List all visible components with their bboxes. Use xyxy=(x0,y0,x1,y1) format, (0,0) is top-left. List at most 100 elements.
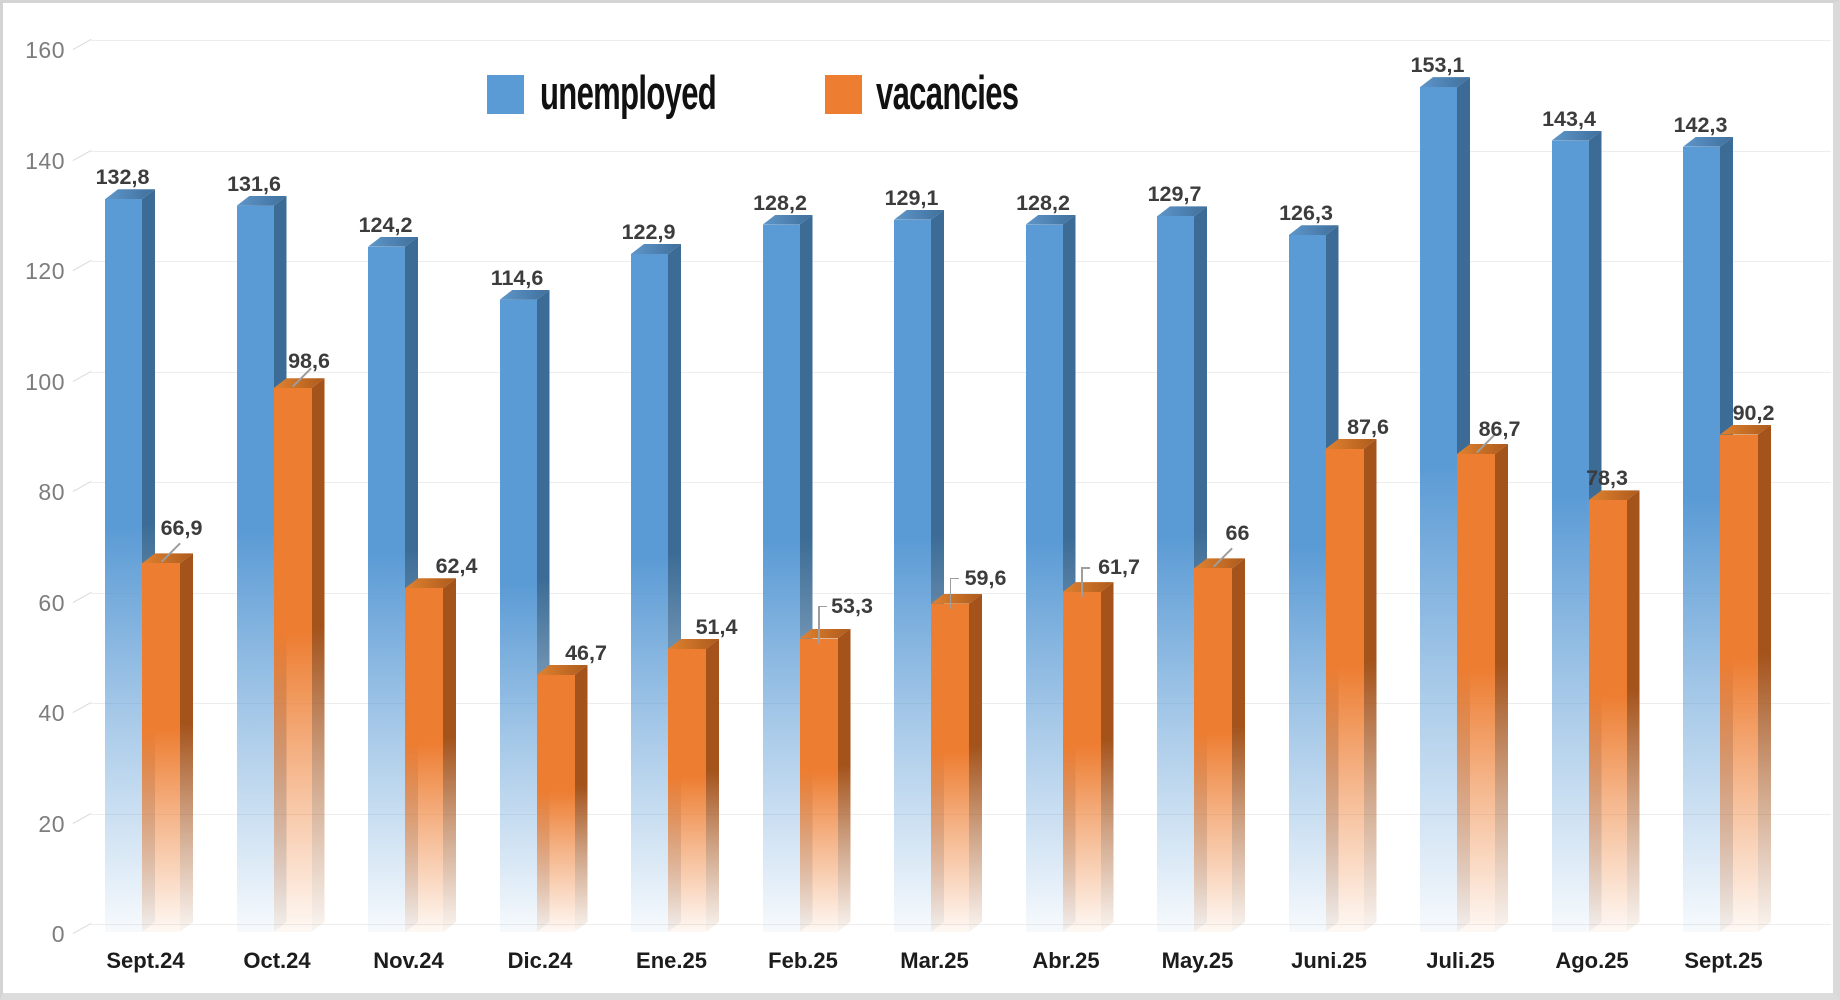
value-label-vacancies: 86,7 xyxy=(1478,416,1521,441)
unemployed-bar-front xyxy=(1420,87,1457,932)
value-label-unemployed: 153,1 xyxy=(1410,53,1465,78)
x-axis-label: Dic.24 xyxy=(507,948,573,973)
value-label-vacancies: 62,4 xyxy=(435,554,478,579)
unemployed-bar-front xyxy=(499,299,537,932)
value-label-unemployed: 128,2 xyxy=(753,190,807,215)
vacancies-bar-front xyxy=(1457,453,1495,932)
leader-line xyxy=(818,605,820,644)
unemployed-bar-front xyxy=(1025,224,1063,932)
unemployed-bar-front xyxy=(236,205,274,932)
y-axis-label: 40 xyxy=(38,700,65,726)
y-axis-label: 100 xyxy=(25,368,65,395)
vacancies-bar-front xyxy=(405,588,443,932)
vacancies-bar xyxy=(273,378,325,932)
vacancies-bar-front xyxy=(1194,568,1232,932)
vacancies-bar-front xyxy=(1588,500,1627,932)
y-axis-label: 20 xyxy=(38,810,65,837)
y-axis-label: 160 xyxy=(25,37,65,63)
leader-line xyxy=(949,577,959,580)
leader-line xyxy=(949,577,951,609)
vacancies-bar-top xyxy=(1194,558,1245,568)
vacancies-bar-top xyxy=(142,553,193,563)
gridline-depth-tick xyxy=(72,149,92,161)
unemployed-bar-top xyxy=(631,244,681,254)
value-label-unemployed: 124,2 xyxy=(358,212,413,237)
vacancies-bar-top xyxy=(274,378,325,388)
vacancies-bar-top xyxy=(1720,425,1771,435)
unemployed-bar-top xyxy=(368,237,418,247)
value-label-unemployed: 142,3 xyxy=(1673,112,1728,137)
gridline xyxy=(91,261,1831,263)
gridline xyxy=(91,150,1831,152)
vacancies-bar-side xyxy=(443,578,456,932)
unemployed-bar-front xyxy=(1551,140,1589,932)
value-label-unemployed: 131,6 xyxy=(227,171,281,196)
x-axis-label: Juni.25 xyxy=(1291,948,1367,973)
y-axis-label: 60 xyxy=(38,589,65,616)
vacancies-bar-front xyxy=(536,674,575,932)
vacancies-bar-side xyxy=(1495,444,1508,932)
value-label-vacancies: 59,6 xyxy=(964,565,1007,590)
gridline-depth-tick xyxy=(72,591,92,603)
vacancies-bar xyxy=(536,665,588,932)
value-label-vacancies: 66,9 xyxy=(160,516,203,541)
x-axis-label: Feb.25 xyxy=(768,948,838,973)
value-label-vacancies: 46,7 xyxy=(565,640,607,665)
value-label-unemployed: 132,8 xyxy=(95,165,150,190)
unemployed-bar xyxy=(631,244,681,932)
value-label-unemployed: 128,2 xyxy=(1016,190,1070,215)
value-label-vacancies: 61,7 xyxy=(1098,555,1140,580)
leader-line xyxy=(818,605,827,608)
gridline-depth-tick xyxy=(72,701,92,714)
vacancies-bar-front xyxy=(931,603,969,932)
unemployed-bar xyxy=(105,189,155,932)
x-axis-label: Sept.24 xyxy=(106,948,185,973)
value-label-vacancies: 87,6 xyxy=(1347,415,1389,439)
vacancies-bar xyxy=(1062,582,1114,932)
unemployed-bar-top xyxy=(105,189,155,199)
value-label-vacancies: 66 xyxy=(1225,521,1250,546)
y-axis-label: 0 xyxy=(51,921,65,947)
vacancies-bar-top xyxy=(1589,490,1640,500)
vacancies-bar-top xyxy=(1063,582,1114,592)
value-label-unemployed: 114,6 xyxy=(490,265,544,290)
leader-line xyxy=(1081,567,1090,569)
value-label-vacancies: 51,4 xyxy=(695,615,738,639)
vacancies-bar-side xyxy=(838,629,851,932)
unemployed-bar-top xyxy=(1157,206,1207,216)
gridline xyxy=(91,482,1831,484)
vacancies-bar-side xyxy=(1232,558,1245,932)
unemployed-bar-top xyxy=(1289,225,1339,235)
vacancies-bar-top xyxy=(1326,439,1377,449)
x-axis-label: Ene.25 xyxy=(636,948,707,973)
unemployed-bar-top xyxy=(500,290,550,300)
unemployed-bar-top xyxy=(1026,215,1076,225)
vacancies-bar-top xyxy=(537,665,588,675)
unemployed-bar-top xyxy=(1420,77,1470,87)
x-axis-label: Nov.24 xyxy=(373,948,444,973)
x-axis-label: Ago.25 xyxy=(1555,948,1629,973)
unemployed-bar-front xyxy=(1157,216,1194,932)
value-label-vacancies: 53,3 xyxy=(831,593,873,618)
unemployed-bar-top xyxy=(894,210,944,220)
value-label-vacancies: 98,6 xyxy=(288,349,330,374)
y-axis-label: 80 xyxy=(38,479,65,505)
vacancies-bar-front xyxy=(273,388,312,932)
vacancies-bar xyxy=(1325,439,1377,932)
vacancies-bar-top xyxy=(800,629,851,639)
gridline xyxy=(91,371,1831,373)
vacancies-bar-side xyxy=(180,553,193,932)
y-axis-label: 140 xyxy=(25,147,65,174)
vacancies-bar-side xyxy=(1627,490,1640,932)
vacancies-bar-side xyxy=(706,639,719,932)
vacancies-bar xyxy=(799,629,851,932)
x-axis-label: Juli.25 xyxy=(1426,948,1495,973)
vacancies-bar-top xyxy=(405,578,456,588)
unemployed-bar-top xyxy=(237,196,287,206)
vacancies-bar xyxy=(1720,425,1771,932)
y-axis-label: 120 xyxy=(25,258,65,284)
gridline xyxy=(91,592,1831,594)
unemployed-bar-front xyxy=(1288,235,1326,932)
vacancies-bar-top xyxy=(668,639,719,649)
